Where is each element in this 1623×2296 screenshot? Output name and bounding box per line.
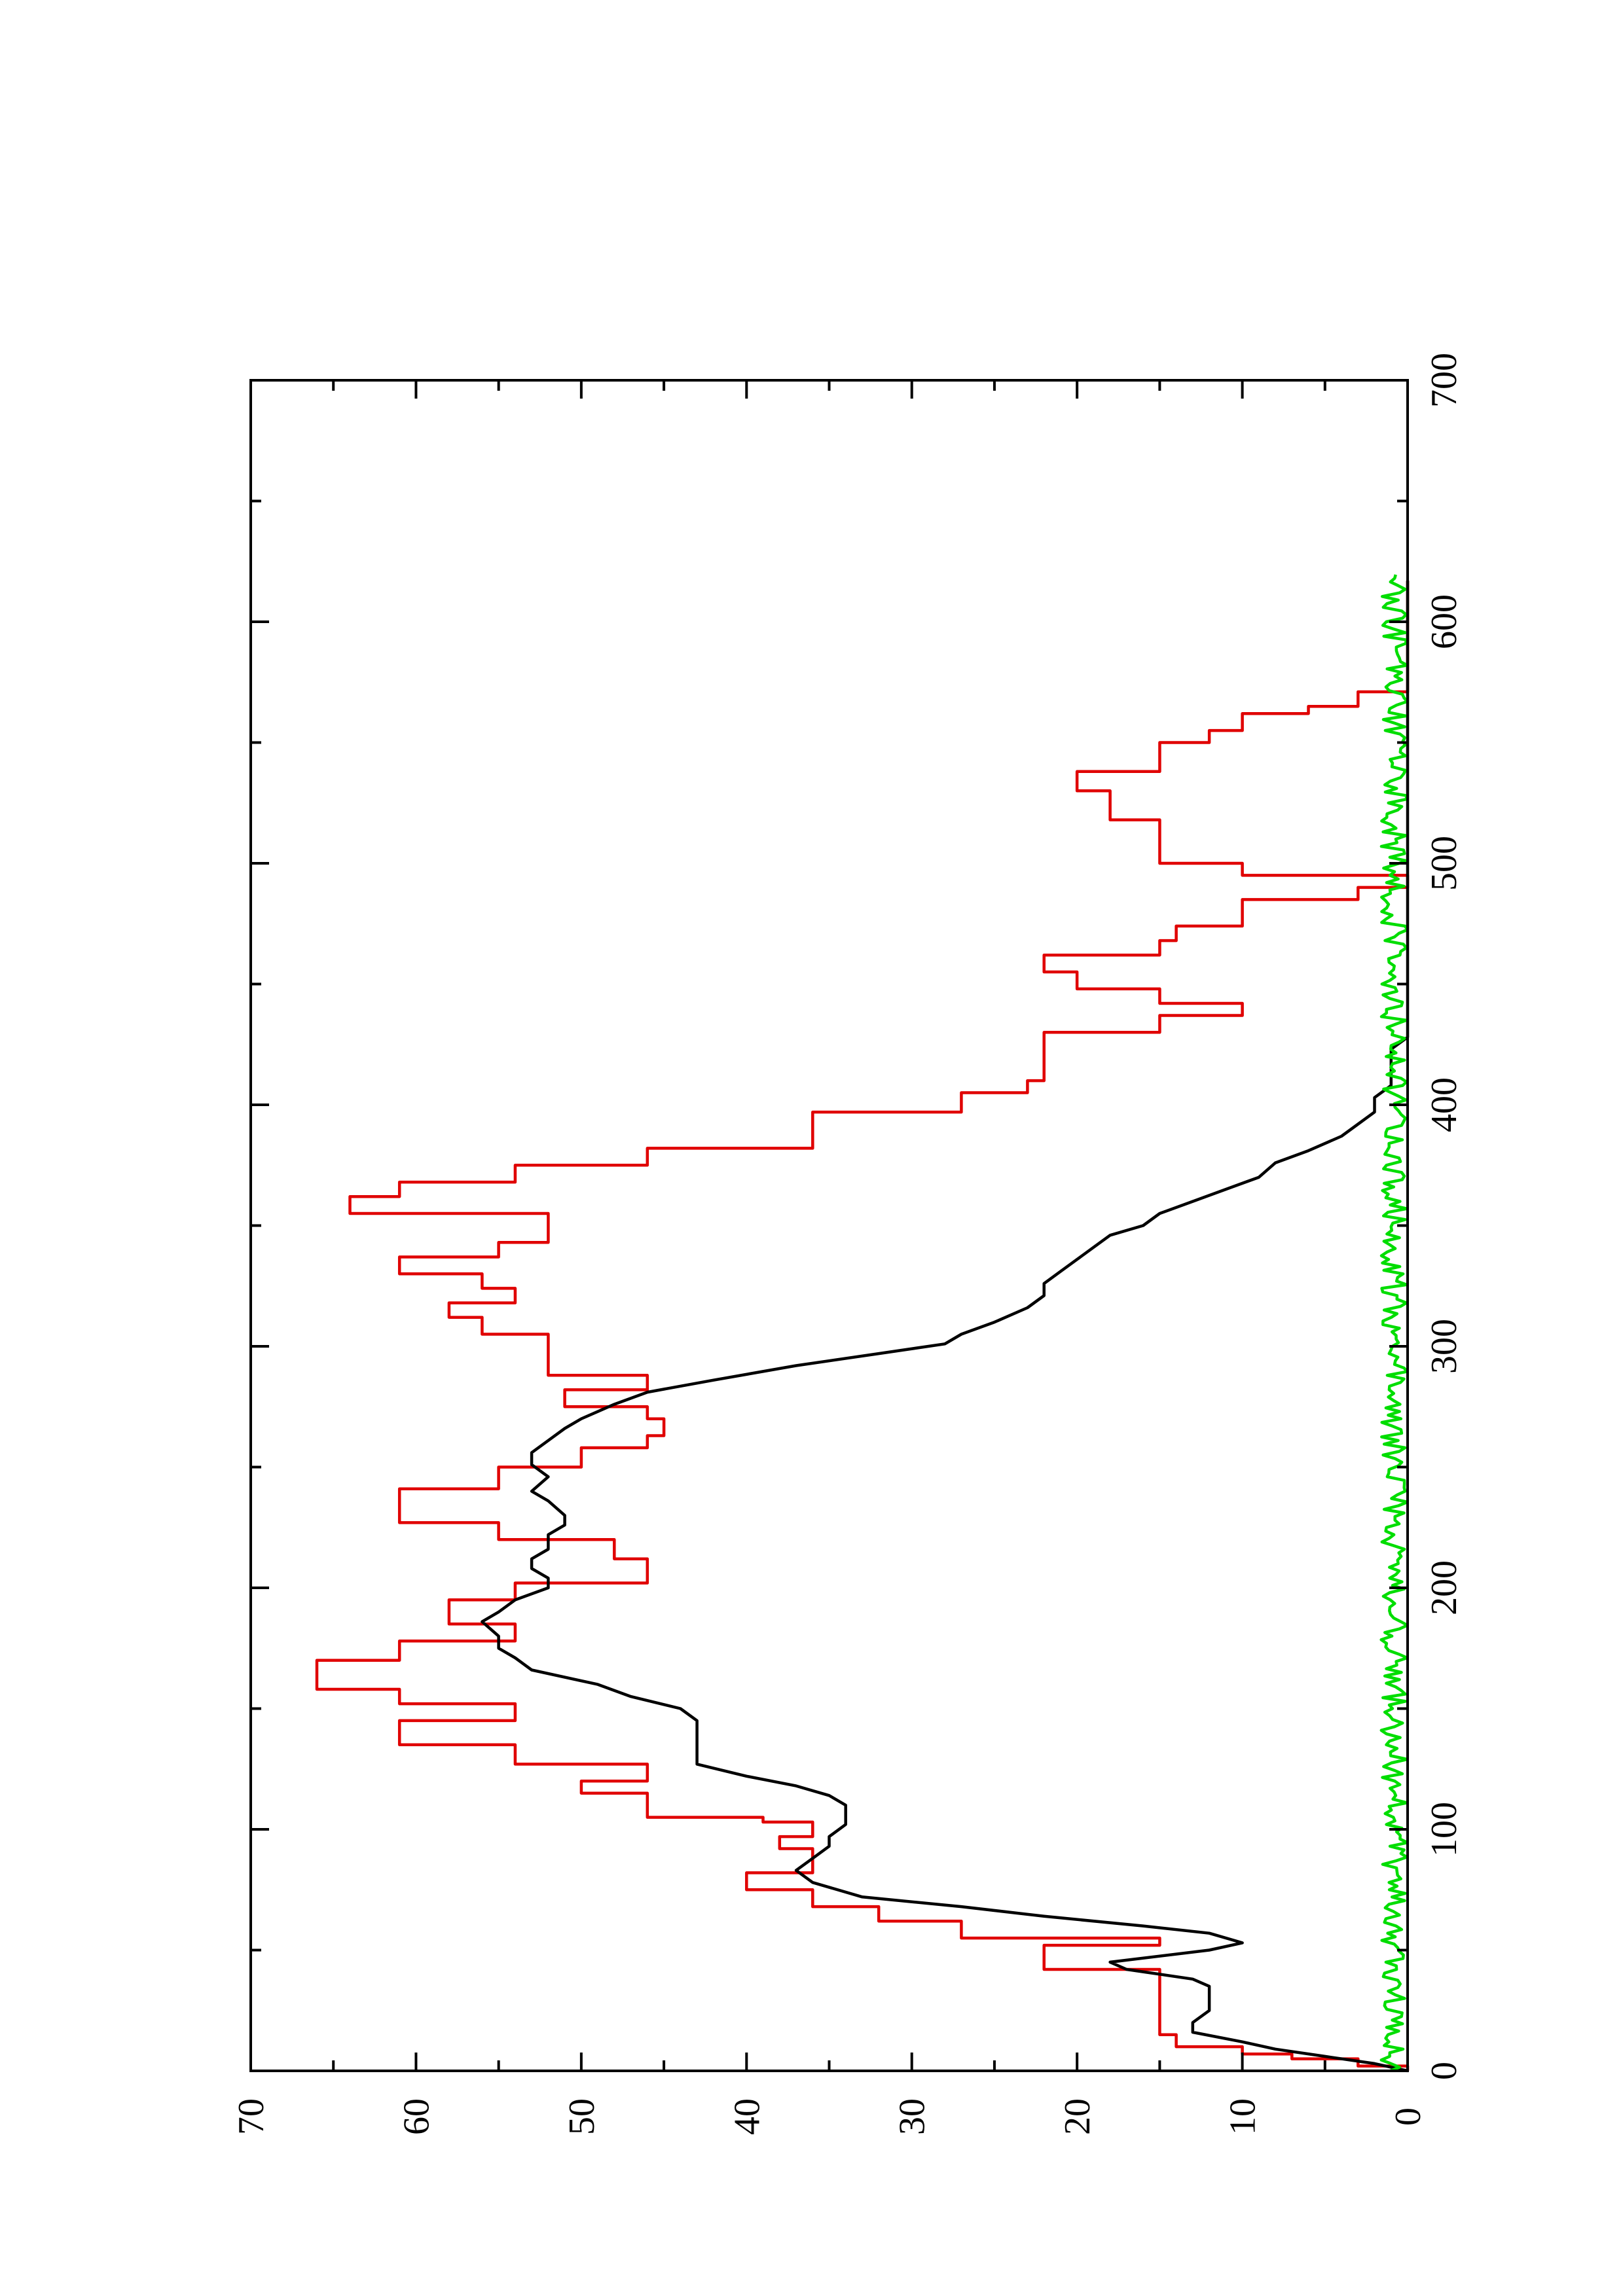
y-tick-label: 40 [727,2098,767,2135]
x-tick-label: 600 [1424,594,1465,649]
series-line-3 [1379,574,1410,2073]
x-tick-label: 200 [1424,1560,1465,1615]
y-tick-label: 70 [231,2098,272,2135]
x-tick-label: 300 [1424,1319,1465,1374]
y-tick-label: 60 [396,2098,437,2135]
x-tick-label: 500 [1424,836,1465,891]
y-tick-label: 20 [1057,2098,1098,2135]
x-tick-label: 400 [1424,1077,1465,1132]
axis-ticks [249,379,1409,2072]
axis-tick-labels: 0 100 200 300 400 500 600 700 0 10 20 30 40 50 60 70 [231,353,1465,2135]
x-tick-label: 100 [1424,1802,1465,1857]
series-line-1 [315,581,1410,2071]
y-tick-label: 10 [1223,2098,1264,2135]
x-tick-label: 0 [1424,2062,1465,2080]
x-tick-label: 700 [1424,353,1465,408]
plot-frame [249,379,1409,2072]
y-tick-label: 30 [892,2098,933,2135]
plot-area [315,574,1410,2073]
y-tick-label: 0 [1388,2108,1429,2126]
y-tick-label: 50 [562,2098,602,2135]
series-line-2 [481,581,1410,2073]
